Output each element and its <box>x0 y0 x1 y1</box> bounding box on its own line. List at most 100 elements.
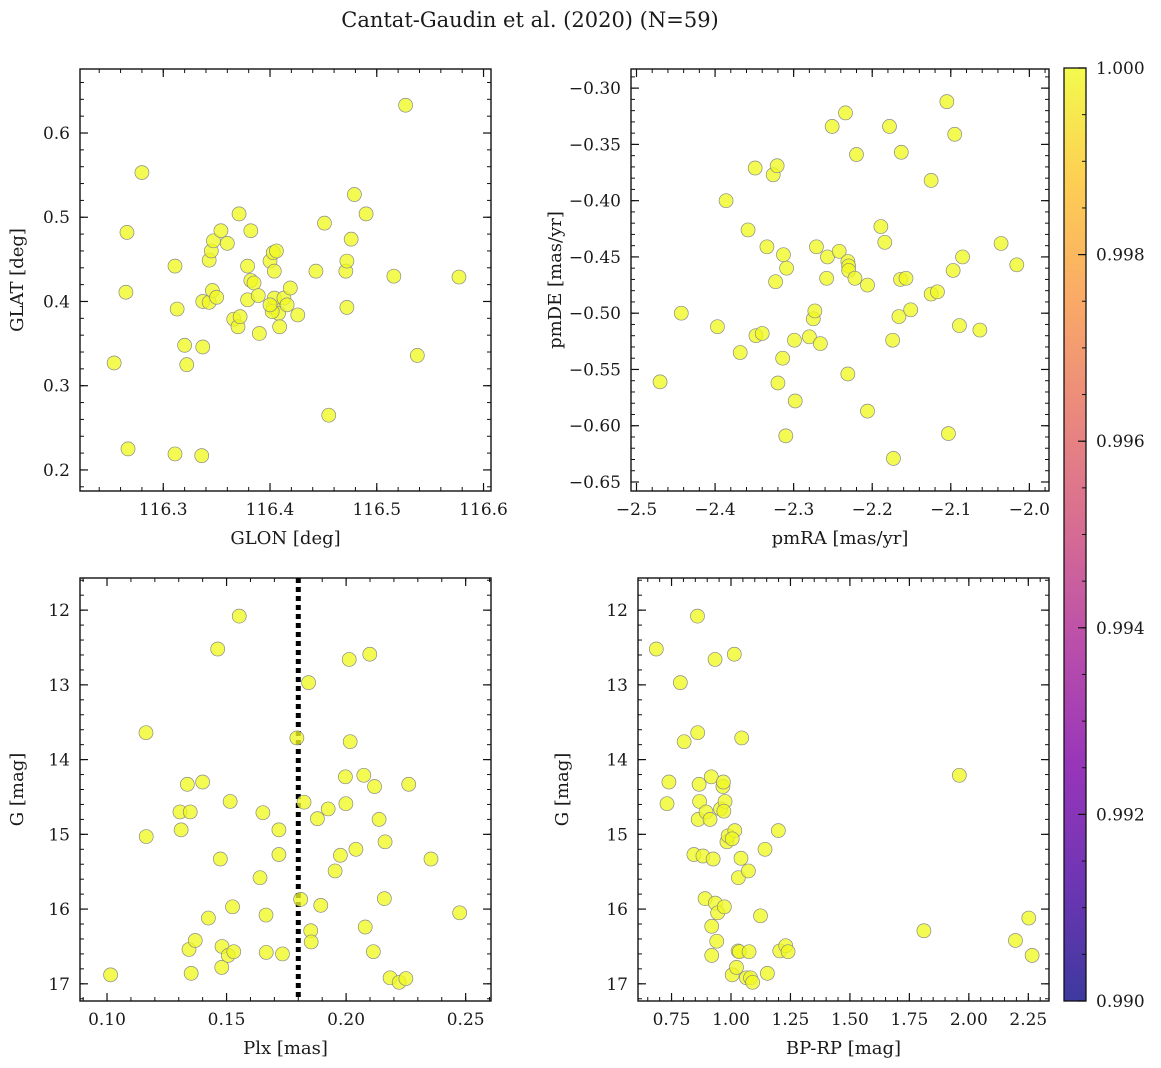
scatter-point <box>187 933 203 948</box>
panel-bprp-g: 0.75 1.00 1.25 1.50 1.75 2.00 2.25 12 13 14 15 16 17… <box>552 577 1050 1059</box>
y-tick-label: 13 <box>48 676 70 696</box>
scatter-point <box>377 834 393 850</box>
x-axis-label: Plx [mas] <box>243 1038 328 1059</box>
scatter-point <box>219 236 235 251</box>
scatter-point <box>266 263 282 279</box>
scatter-point <box>824 119 840 134</box>
axes-frame <box>630 68 1050 492</box>
scatter-point <box>338 796 354 812</box>
scatter-point <box>338 769 353 785</box>
scatter-point <box>1008 933 1023 948</box>
y-axis-label: GLAT [deg] <box>7 228 28 332</box>
scatter-point <box>779 260 794 276</box>
scatter-point <box>648 641 664 657</box>
scatter-point <box>167 258 183 274</box>
scatter-point <box>240 258 255 274</box>
scatter-point <box>847 270 863 286</box>
y-axis-label: G [mag] <box>7 753 28 826</box>
figure-title: Cantat-Gaudin et al. (2020) (N=59) <box>341 8 719 32</box>
scatter-point <box>659 796 675 812</box>
y-tick-label: 12 <box>48 601 70 621</box>
scatter-point <box>1021 910 1037 926</box>
scatter-point <box>690 608 705 624</box>
scatter-point <box>212 851 228 867</box>
colorbar-fill <box>1064 68 1086 1001</box>
scatter-point <box>757 841 773 857</box>
scatter-point <box>423 851 439 867</box>
x-tick-label: −2.0 <box>1009 500 1050 520</box>
x-tick-label: 116.4 <box>246 500 295 520</box>
scatter-point <box>916 923 932 939</box>
y-axis-label: G [mag] <box>552 753 573 826</box>
scatter-point <box>729 960 744 975</box>
x-tick-label: 116.5 <box>352 500 401 520</box>
axes-frame <box>79 577 492 1002</box>
scatter-point <box>745 974 760 990</box>
scatter-point <box>741 863 756 879</box>
scatter-point <box>838 105 853 121</box>
scatter-point <box>831 243 847 259</box>
scatter-point <box>317 215 332 231</box>
scatter-point <box>1024 948 1040 963</box>
y-tick-label: 0.3 <box>43 377 70 397</box>
scatter-point <box>705 851 721 867</box>
scatter-point <box>702 812 718 827</box>
scatter-point <box>710 319 725 335</box>
x-tick-label: 0.15 <box>208 1010 246 1030</box>
scatter-point <box>182 804 198 820</box>
scatter-point <box>327 863 343 879</box>
scatter-point <box>690 725 706 741</box>
scatter-point <box>357 919 373 935</box>
scatter-point <box>718 193 734 209</box>
scatter-point <box>347 187 362 202</box>
scatter-point <box>201 910 216 926</box>
scatter-point <box>802 329 817 345</box>
y-tick-label: 17 <box>48 975 70 995</box>
scatter-point <box>930 284 945 300</box>
scatter-point <box>358 206 374 222</box>
scatter-point <box>343 231 359 247</box>
scatter-point <box>258 907 274 923</box>
scatter-point <box>195 339 211 355</box>
scatter-point <box>308 263 324 279</box>
scatter-point <box>951 767 967 783</box>
scatter-point <box>250 288 266 303</box>
scatter-point <box>740 222 756 238</box>
scatter-point <box>313 897 329 913</box>
scatter-point <box>348 841 364 857</box>
scatter-point <box>321 407 337 423</box>
y-tick-label: 0.5 <box>43 208 70 228</box>
scatter-point <box>339 300 355 315</box>
colorbar-tick-label: 0.990 <box>1096 992 1145 1012</box>
scatter-point <box>754 326 770 341</box>
scatter-point <box>941 426 956 441</box>
scatter-point <box>232 309 248 324</box>
scatter-point <box>194 448 210 463</box>
scatter-point <box>303 934 319 950</box>
scatter-point <box>222 794 238 809</box>
scatter-point <box>776 247 791 263</box>
panel-pmra-pmde: −2.5 −2.4 −2.3 −2.2 −2.1 −2.0 −0.65 −0.60 −0.55 −… <box>545 68 1050 549</box>
scatter-point <box>673 305 689 321</box>
scatter-point <box>362 646 378 662</box>
colorbar-tick-label: 0.992 <box>1096 805 1145 825</box>
scatter-point <box>768 274 783 290</box>
y-tick-label: 12 <box>606 601 628 621</box>
scatter-point <box>672 675 688 690</box>
scatter-point <box>947 126 963 142</box>
scatter-point <box>840 366 856 382</box>
scatter-point <box>860 403 875 419</box>
scatter-point <box>734 730 750 746</box>
y-tick-label: 16 <box>606 900 628 920</box>
x-axis-label: pmRA [mas/yr] <box>772 528 909 549</box>
x-tick-label: 0.10 <box>88 1010 126 1030</box>
colorbar: 0.990 0.992 0.994 0.996 0.998 1.000 <box>1063 59 1145 1012</box>
scatter-point <box>386 268 402 284</box>
scatter-point <box>180 776 195 792</box>
y-axis-label: pmDE [mas/yr] <box>545 211 566 349</box>
scatter-point <box>661 774 677 790</box>
scatter-point <box>952 318 967 333</box>
scatter-point <box>732 345 748 360</box>
scatter-point <box>652 374 668 390</box>
scatter-point <box>893 144 909 160</box>
